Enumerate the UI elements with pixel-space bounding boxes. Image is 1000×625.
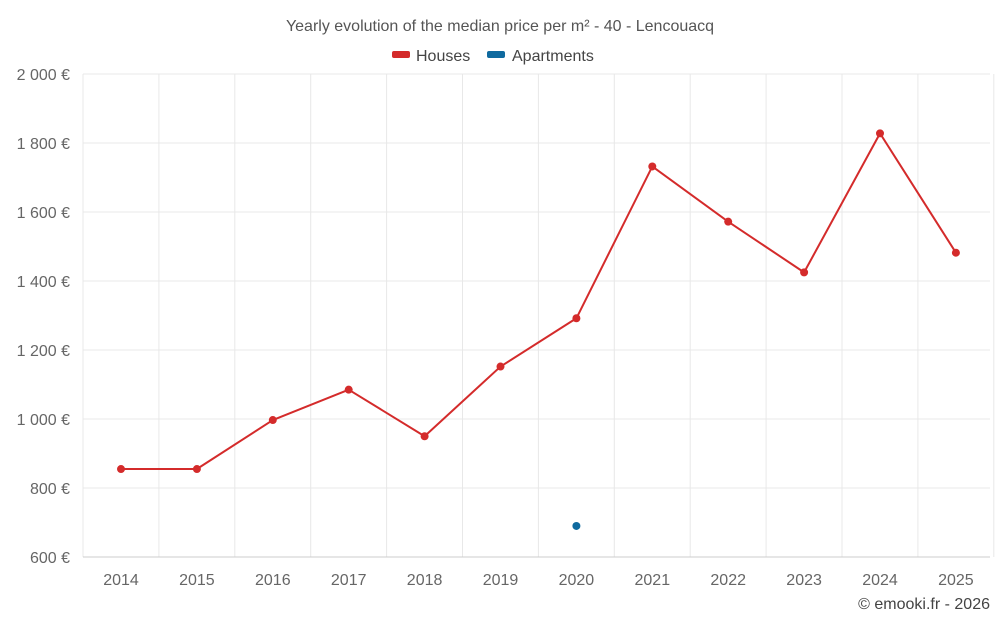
legend-label-houses: Houses — [416, 48, 470, 65]
data-point-houses-2014[interactable] — [117, 465, 125, 474]
x-tick-label: 2025 — [938, 572, 974, 589]
data-point-houses-2019[interactable] — [496, 362, 505, 371]
data-point-houses-2018[interactable] — [420, 432, 429, 441]
credit-text: © emooki.fr - 2026 — [858, 596, 990, 613]
y-tick-label: 1 400 € — [17, 274, 70, 291]
y-tick-label: 1 200 € — [17, 343, 70, 360]
x-tick-label: 2024 — [862, 572, 898, 589]
y-tick-label: 1 000 € — [17, 412, 70, 429]
y-tick-label: 600 € — [30, 550, 70, 567]
legend-swatch-houses — [392, 51, 410, 58]
data-point-houses-2015[interactable] — [192, 465, 201, 474]
x-tick-label: 2020 — [559, 572, 595, 589]
legend: Houses Apartments — [392, 48, 594, 65]
x-tick-label: 2015 — [179, 572, 215, 589]
y-gridlines — [83, 73, 990, 489]
x-tick-label: 2023 — [786, 572, 822, 589]
data-point-houses-2022[interactable] — [724, 217, 733, 226]
legend-label-apartments: Apartments — [512, 48, 594, 65]
data-point-apartments-2020[interactable] — [572, 521, 581, 530]
data-point-houses-2016[interactable] — [268, 416, 277, 425]
series-layer — [117, 129, 960, 530]
x-tick-label: 2021 — [635, 572, 671, 589]
x-axis-labels: 2014 2015 2016 2017 2018 2019 2020 2021 2022 2023… — [103, 572, 974, 589]
data-point-houses-2017[interactable] — [344, 385, 353, 394]
data-point-houses-2024[interactable] — [876, 129, 884, 138]
data-point-houses-2021[interactable] — [648, 162, 657, 171]
x-tick-label: 2016 — [255, 572, 291, 589]
y-tick-label: 1 600 € — [17, 205, 70, 222]
x-tick-label: 2019 — [483, 572, 519, 589]
y-tick-label: 800 € — [30, 481, 70, 498]
series-line-houses — [121, 132, 957, 471]
y-tick-label: 1 800 € — [17, 136, 70, 153]
y-tick-label: 2 000 € — [17, 67, 70, 84]
x-gridlines — [82, 74, 995, 557]
chart-title: Yearly evolution of the median price per… — [286, 18, 714, 35]
x-tick-label: 2014 — [103, 572, 139, 589]
x-tick-label: 2017 — [331, 572, 367, 589]
x-tick-label: 2022 — [710, 572, 746, 589]
x-tick-label: 2018 — [407, 572, 443, 589]
y-axis-labels: 600 € 800 € 1 000 € 1 200 € 1 400 € 1 600 € 1 … — [17, 67, 70, 567]
legend-swatch-apartments — [487, 51, 505, 58]
data-point-houses-2025[interactable] — [951, 248, 960, 257]
data-point-houses-2020[interactable] — [572, 314, 581, 323]
legend-item-houses[interactable]: Houses — [392, 48, 470, 65]
legend-item-apartments[interactable]: Apartments — [487, 48, 594, 65]
data-point-houses-2023[interactable] — [800, 268, 809, 277]
